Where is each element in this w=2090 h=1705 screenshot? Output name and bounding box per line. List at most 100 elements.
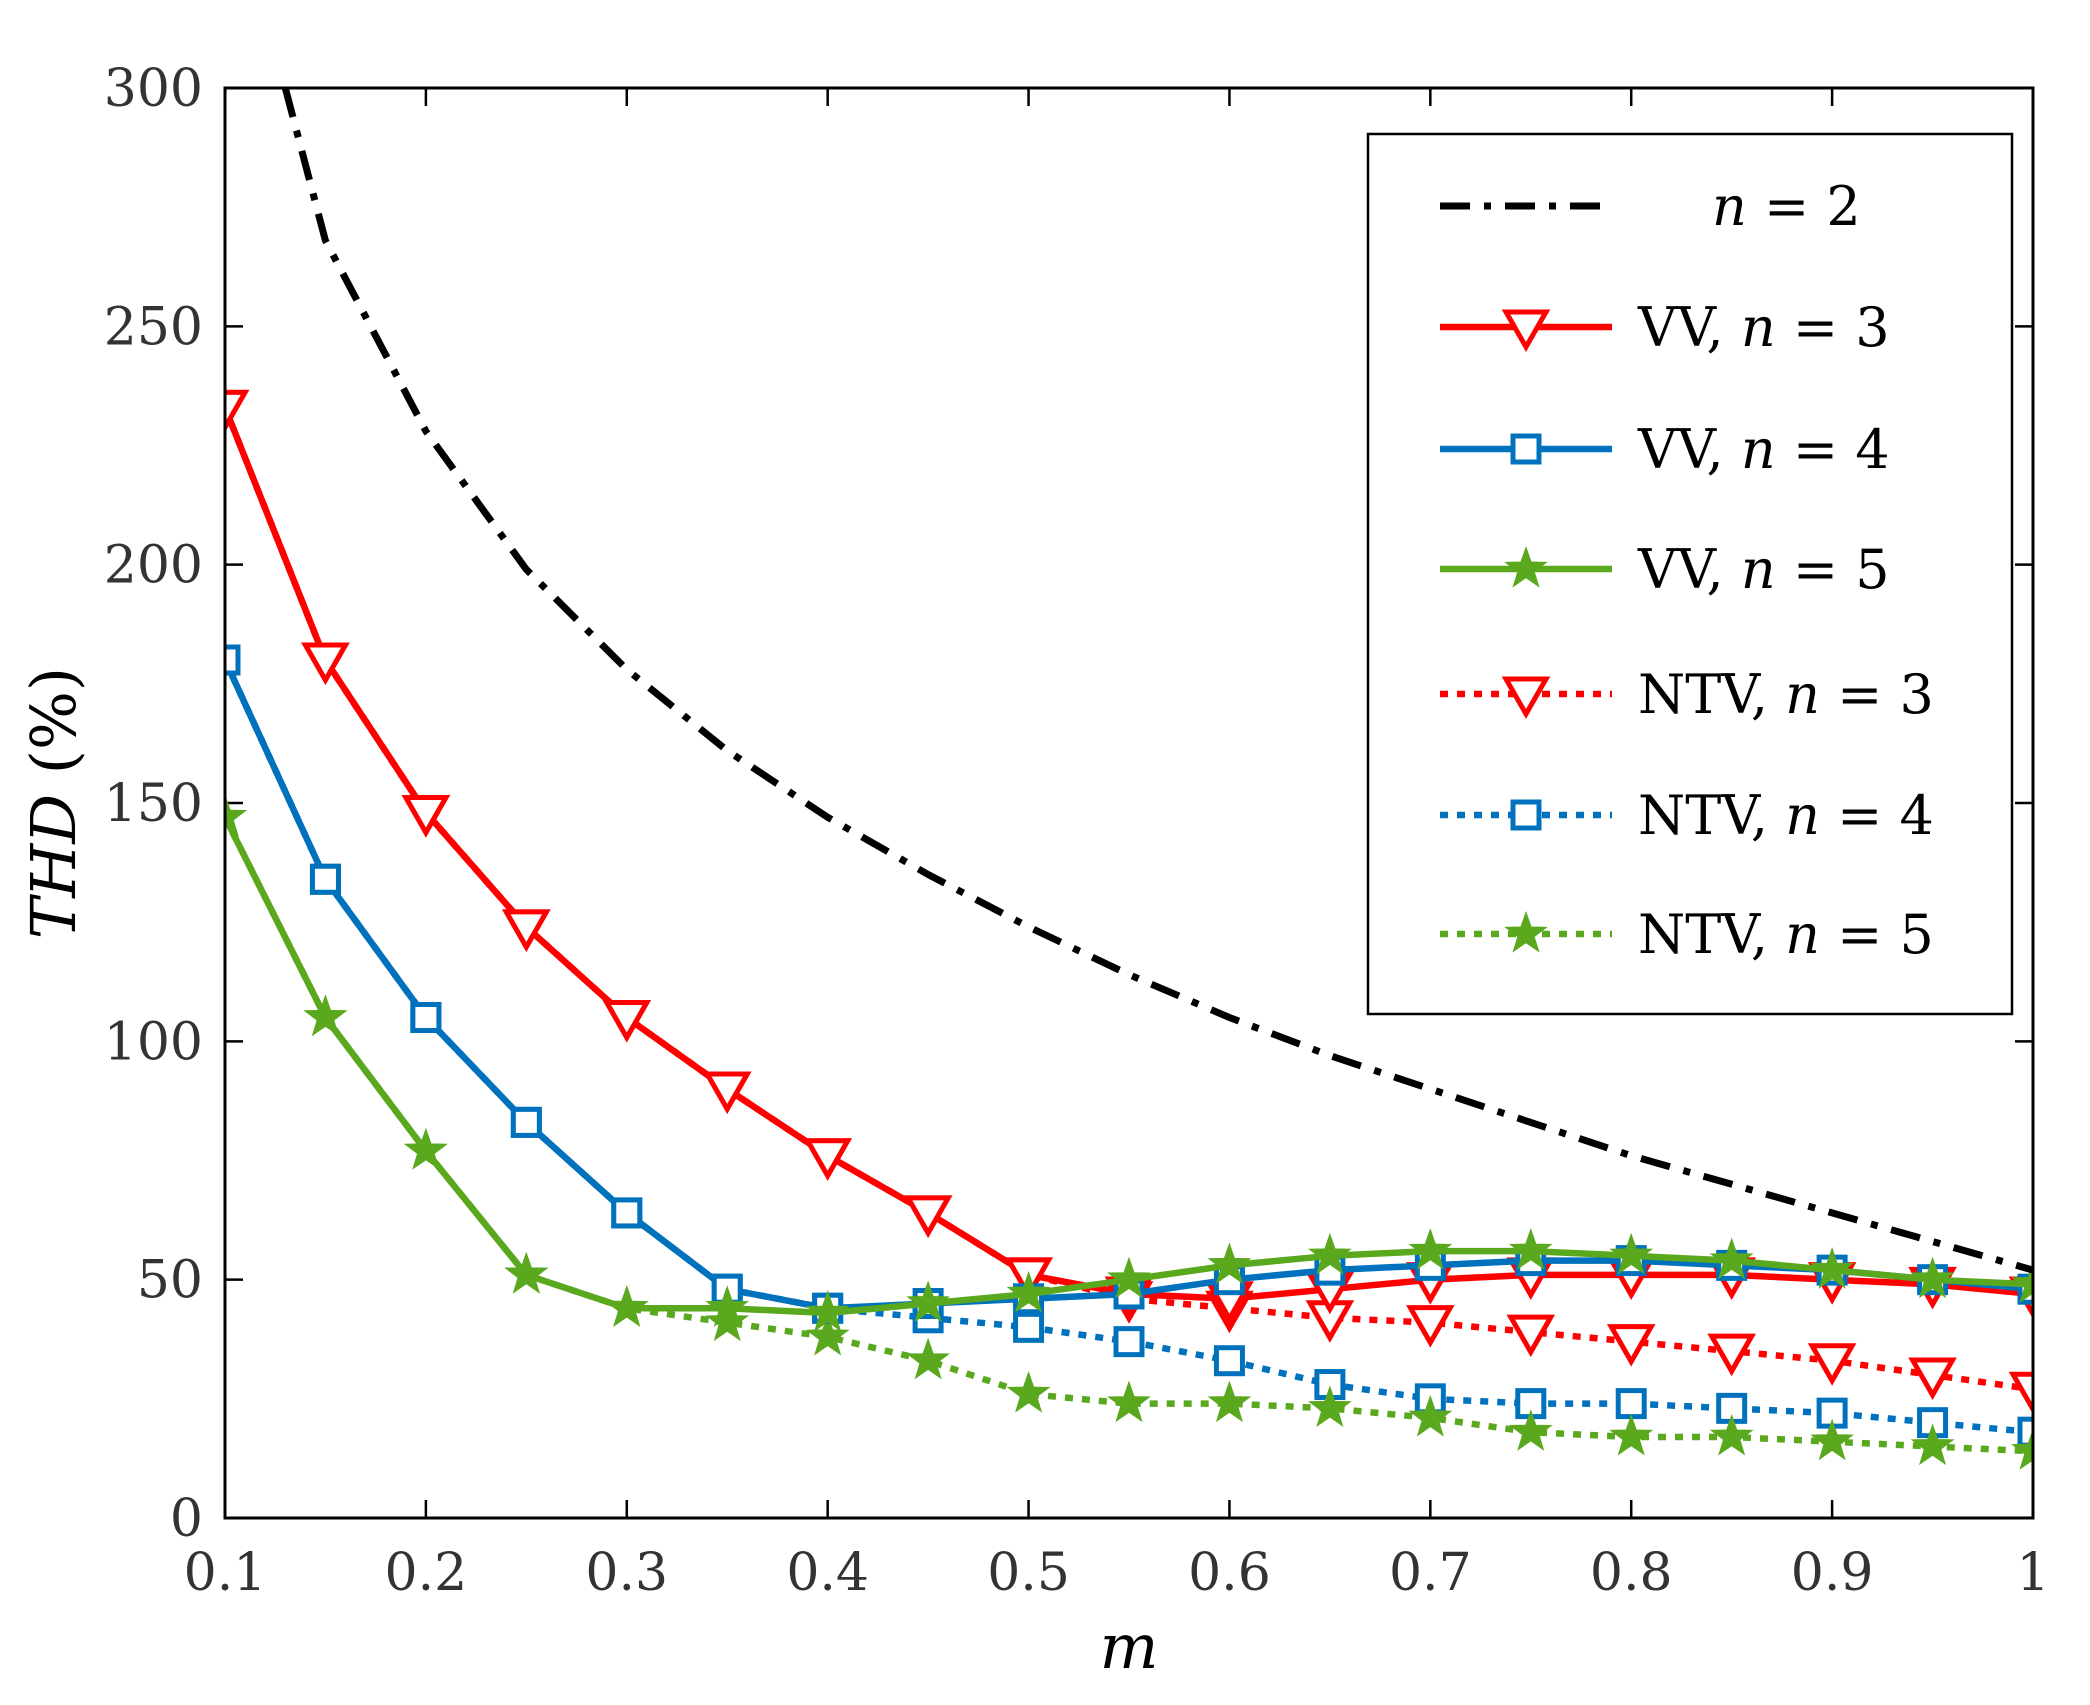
data-point	[1506, 1314, 1556, 1358]
y-tick-label: 200	[104, 536, 203, 596]
y-tick-label: 250	[104, 297, 203, 357]
data-point	[1910, 1423, 1955, 1466]
data-point	[2011, 1428, 2033, 1470]
legend-label-var: n	[1785, 784, 1820, 847]
data-point	[1107, 1380, 1151, 1423]
data-point	[410, 1002, 442, 1033]
data-point	[403, 1127, 448, 1170]
legend-label-suffix: = 4	[1776, 418, 1890, 481]
data-point	[2008, 1371, 2033, 1415]
data-point	[504, 1251, 549, 1294]
legend-marker	[1510, 799, 1542, 831]
data-point	[401, 795, 451, 838]
legend-item: n = 2	[1440, 175, 1861, 238]
data-point	[225, 794, 247, 836]
data-point	[1006, 1270, 1051, 1313]
data-point	[1709, 1413, 1754, 1456]
legend-label: VV, n = 3	[1637, 296, 1890, 359]
data-point	[604, 1285, 649, 1327]
legend-label-prefix: VV,	[1637, 418, 1741, 481]
legend-marker	[1504, 545, 1548, 588]
legend-box	[1366, 132, 2014, 1016]
y-axis-label-var: THD	[17, 794, 90, 939]
data-point	[1615, 1388, 1647, 1420]
legend-label-prefix: VV,	[1637, 538, 1741, 601]
legend-marker	[1510, 433, 1542, 465]
legend-label: VV, n = 5	[1637, 538, 1890, 601]
legend-label-suffix: = 5	[1820, 903, 1934, 966]
plot-frame	[223, 86, 2035, 1520]
legend-label-prefix: NTV,	[1638, 903, 1785, 966]
data-point	[805, 1289, 850, 1332]
x-tick-label: 0.4	[786, 1543, 869, 1603]
data-point	[309, 863, 341, 895]
data-point	[1006, 1371, 1051, 1413]
data-point	[1810, 1247, 1855, 1289]
legend-label: NTV, n = 5	[1638, 903, 1934, 966]
series-layer	[225, 88, 2033, 1470]
data-point	[906, 1280, 950, 1323]
y-tick-label: 100	[104, 1012, 203, 1072]
data-point	[1408, 1228, 1453, 1270]
data-point	[1408, 1394, 1453, 1437]
x-tick-label: 0.1	[184, 1543, 267, 1603]
legend-label-var: n	[1741, 538, 1776, 601]
legend-label-suffix: = 2	[1747, 175, 1861, 238]
y-tick-label: 50	[137, 1251, 203, 1311]
legend-label-suffix: = 4	[1820, 784, 1934, 847]
data-point	[1707, 1333, 1756, 1377]
data-point	[1910, 1256, 1955, 1299]
x-tick-label: 1	[2016, 1543, 2049, 1603]
data-point	[1307, 1385, 1352, 1427]
legend-item: VV, n = 5	[1440, 538, 1890, 601]
tick-labels: 0.1 0.2 0.3 0.4 0.5 0.6 0.7 0.8 0.9 1 0 50 100 150 200…	[104, 59, 2050, 1603]
legend-label: NTV, n = 3	[1638, 663, 1934, 726]
x-tick-label: 0.5	[987, 1543, 1070, 1603]
y-axis-label: THD (%)	[17, 667, 90, 939]
data-point	[602, 1000, 652, 1043]
data-point	[1107, 1256, 1151, 1299]
data-point	[1609, 1232, 1654, 1275]
legend-label-var: n	[1741, 296, 1776, 359]
legend-marker	[1501, 676, 1551, 720]
legend-label: VV, n = 4	[1637, 418, 1890, 481]
data-point	[1609, 1413, 1654, 1456]
axis-ticks	[223, 86, 2035, 1520]
data-point	[1709, 1237, 1754, 1280]
legend-label-prefix: VV,	[1637, 296, 1741, 359]
legend-label-var: n	[1785, 903, 1820, 966]
data-point	[705, 1299, 750, 1342]
y-axis-label-unit: (%)	[17, 667, 90, 794]
x-tick-label: 0.3	[585, 1543, 668, 1603]
legend-item: NTV, n = 4	[1440, 784, 1934, 847]
legend-item: VV, n = 3	[1440, 296, 1890, 359]
legend-label: n = 2	[1712, 175, 1861, 238]
data-point	[805, 1313, 850, 1356]
data-point	[1406, 1305, 1455, 1348]
legend-label: NTV, n = 4	[1638, 784, 1934, 847]
legend-label-var: n	[1712, 175, 1747, 238]
data-point	[303, 994, 348, 1037]
legend-item: NTV, n = 3	[1440, 663, 1934, 726]
data-point	[1508, 1228, 1553, 1270]
data-point	[225, 644, 241, 676]
data-point	[1213, 1345, 1245, 1377]
x-tick-label: 0.9	[1791, 1543, 1874, 1603]
data-point	[1307, 1232, 1352, 1275]
data-point	[1207, 1380, 1252, 1423]
legend-marker	[1504, 910, 1548, 953]
legend-label-prefix: NTV,	[1638, 663, 1785, 726]
data-point	[502, 909, 551, 952]
data-point	[1606, 1324, 1656, 1367]
legend-marker	[1501, 309, 1551, 353]
data-point	[803, 1138, 852, 1181]
x-tick-label: 0.8	[1590, 1543, 1673, 1603]
data-point	[1810, 1418, 1855, 1461]
series-line	[281, 88, 2033, 1274]
data-point	[1207, 1242, 1252, 1284]
data-point	[903, 1195, 953, 1238]
data-point	[1908, 1357, 1957, 1401]
series-n-2	[281, 88, 2033, 1274]
data-point	[611, 1197, 643, 1229]
